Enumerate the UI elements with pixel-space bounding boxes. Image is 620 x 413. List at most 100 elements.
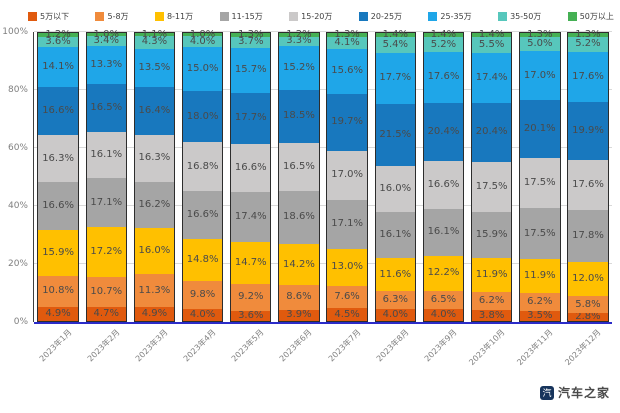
bar-segment: 5.0% [520,36,560,52]
bar-segment: 3.6% [38,35,78,47]
bar-segment: 16.6% [38,87,78,136]
value-label: 16.6% [42,105,74,117]
value-label: 20.1% [523,123,556,135]
bar-segment: 1.4% [471,30,512,40]
bar-segment: 16.3% [134,134,175,182]
value-label: 9.8% [189,289,216,301]
bar-column: 4.5% 7.6% 13.0% 17.1% 17.0% 19.7% 15.6% 4.1% 1.3… [323,30,371,322]
bar-segment: 5.2% [423,37,464,53]
value-label: 3.8% [478,309,505,321]
bar-segment: 11.9% [520,258,560,294]
bar-columns: 4.9% 10.8% 15.9% 16.6% 16.3% 16.6% 14.1% 3.6% 1.… [34,29,612,322]
value-label: 3.3% [286,35,312,47]
bar-segment: 1.1% [134,29,175,39]
value-label: 20.4% [475,126,508,138]
stacked-bar-2023年10月: 3.8% 6.2% 11.9% 15.9% 17.5% 20.4% 17.4% 5.5% 1.4… [470,30,513,322]
bar-segment: 14.1% [38,46,78,88]
value-label: 5.8% [575,298,601,310]
value-label: 6.2% [478,295,505,307]
bar-segment: 4.0% [182,35,223,48]
bar-segment: 17.6% [568,51,608,103]
bar-segment: 17.8% [568,210,608,262]
bar-segment: 1.3% [231,30,271,40]
value-label: 15.9% [42,246,74,258]
stacked-bar-2023年6月: 3.9% 8.6% 14.2% 18.6% 16.5% 18.5% 15.2% 3.3% 1.2… [278,29,320,322]
bar-segment: 3.3% [279,35,319,47]
value-label: 6.5% [430,294,457,306]
y-axis-line [33,32,34,322]
value-label: 20.4% [427,126,460,138]
legend-label: 35-50万 [510,12,542,21]
bar-segment: 12.0% [568,261,608,297]
value-label: 10.7% [90,286,123,298]
y-tick-80: 80% [7,85,28,95]
x-tick-label: 2023年3月 [133,327,170,364]
stacked-bar-2023年11月: 3.5% 6.2% 11.9% 17.5% 17.5% 20.1% 17.0% 5.0% 1.3… [519,29,561,322]
value-label: 17.7% [379,72,412,84]
bar-segment: 17.7% [375,52,415,104]
value-label: 9.2% [238,291,264,303]
bar-segment: 5.2% [568,36,608,52]
value-label: 15.9% [475,229,508,241]
x-tick-label: 2023年11月 [515,327,555,367]
bar-column: 4.0% 6.3% 11.6% 16.1% 16.0% 21.5% 17.7% 5.4% 1.4… [371,30,419,322]
value-label: 2.8% [575,310,601,322]
legend-item-11-15万: 11-15万 [219,11,263,22]
bar-column: 4.7% 10.7% 17.2% 17.1% 16.1% 16.5% 13.3% 3.4% 1.… [82,29,130,322]
bar-segment: 16.3% [38,135,78,183]
bar-segment: 16.6% [423,161,464,210]
stacked-bar-2023年2月: 4.7% 10.7% 17.2% 17.1% 16.1% 16.5% 13.3% 3.4% 1.… [85,29,127,322]
bar-segment: 13.0% [327,248,367,287]
legend-swatch-icon [567,12,577,21]
bar-segment: 14.2% [279,244,319,286]
bar-segment: 1.2% [279,29,319,39]
value-label: 17.1% [331,218,363,230]
bar-segment: 1.0% [86,29,126,39]
value-label: 4.9% [45,307,71,319]
x-axis-line [34,322,612,324]
bar-segment: 1.2% [38,29,78,39]
bar-segment: 3.8% [471,309,512,321]
value-label: 3.6% [238,309,264,321]
value-label: 16.8% [186,160,219,172]
bar-segment: 9.2% [231,284,271,311]
bar-column: 4.0% 6.5% 12.2% 16.1% 16.6% 20.4% 17.6% 5.2% 1.4… [419,30,467,322]
value-label: 17.8% [572,230,604,242]
value-label: 3.7% [238,36,264,48]
bar-segment: 16.2% [134,181,175,229]
stacked-bar-2023年8月: 4.0% 6.3% 11.6% 16.1% 16.0% 21.5% 17.7% 5.4% 1.4… [374,30,416,322]
bar-segment: 16.6% [38,182,78,231]
value-label: 12.0% [572,272,604,284]
bar-segment: 15.7% [231,47,271,93]
bar-segment: 21.5% [375,103,415,166]
bar-segment: 5.5% [471,37,512,53]
bar-segment: 16.0% [134,228,175,275]
value-label: 14.7% [234,256,267,268]
bar-segment: 17.1% [327,199,367,249]
bar-column: 4.9% 10.8% 15.9% 16.6% 16.3% 16.6% 14.1% 3.6% 1.… [34,29,82,322]
bar-segment: 6.2% [471,292,512,311]
plot-area: 4.9% 10.8% 15.9% 16.6% 16.3% 16.6% 14.1% 3.6% 1.… [33,29,612,324]
value-label: 17.6% [572,71,604,83]
legend-swatch-icon [498,12,508,21]
bar-segment: 3.6% [231,309,271,321]
x-tick-label: 2023年7月 [326,327,363,364]
value-label: 4.3% [141,36,168,48]
value-label: 16.6% [42,200,74,212]
value-label: 5.5% [478,39,505,50]
stacked-bar-2023年3月: 4.9% 11.3% 16.0% 16.2% 16.3% 16.4% 13.5% 4.3% 1.… [133,29,176,322]
value-label: 3.6% [45,35,71,47]
bar-segment: 16.0% [375,165,415,212]
value-label: 17.4% [234,210,267,222]
legend-label: 50万以上 [579,12,614,21]
value-label: 16.1% [90,148,123,160]
bar-segment: 8.6% [279,285,319,310]
x-tick-label: 2023年8月 [374,327,411,364]
legend-label: 5万以下 [40,12,70,21]
y-tick-40: 40% [7,201,28,211]
bar-segment: 4.9% [38,306,78,321]
bar-segment: 17.5% [471,161,512,213]
value-label: 15.2% [283,61,315,73]
autohome-logo-icon: 汽 [539,385,554,400]
